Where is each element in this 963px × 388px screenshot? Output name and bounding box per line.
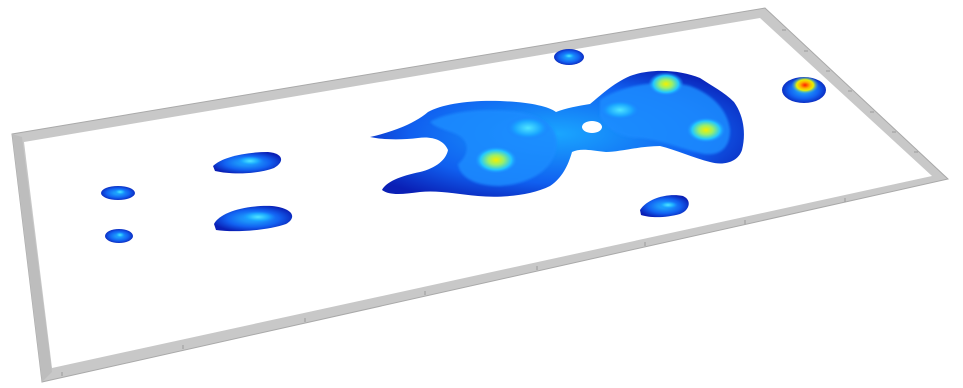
hotspot-central-left (474, 146, 518, 174)
hotspot-central-top-right (648, 72, 684, 96)
hotspot-central-mid (506, 116, 550, 140)
hotspot-right-peak (791, 77, 819, 95)
hotspot-left-top (114, 189, 126, 195)
plate-tick-marks (61, 29, 918, 376)
hotspot-central-right (686, 117, 726, 143)
hotspot-bottom-right (658, 201, 678, 209)
plate-frame-left-edge (12, 134, 52, 382)
hotspot-left-bottom (115, 232, 125, 238)
pressure-blob-gap (582, 121, 602, 133)
hotspot-midleft-bottom (240, 211, 276, 223)
hotspot-midleft-top (236, 156, 264, 166)
hotspot-top-small (563, 53, 575, 59)
hotspot-central-mid-right (600, 100, 640, 120)
